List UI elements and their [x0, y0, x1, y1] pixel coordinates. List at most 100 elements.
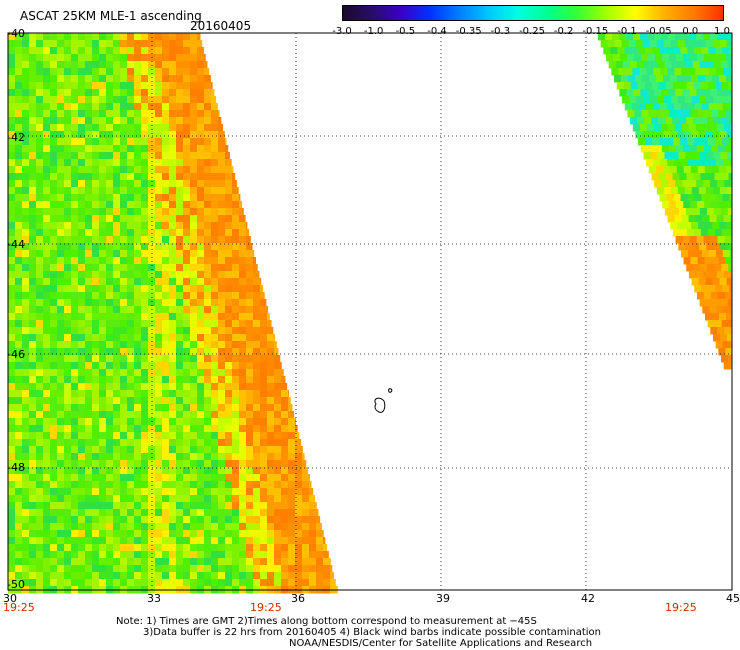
data-cell	[267, 418, 275, 426]
data-cell	[120, 159, 128, 167]
data-cell	[246, 222, 248, 230]
data-cell	[169, 509, 177, 517]
data-cell	[650, 152, 658, 160]
data-cell	[43, 432, 51, 440]
data-cell	[92, 481, 100, 489]
data-cell	[162, 579, 170, 587]
data-cell	[211, 327, 219, 335]
data-cell	[8, 208, 16, 216]
data-cell	[197, 502, 205, 510]
data-cell	[36, 544, 44, 552]
data-cell	[239, 481, 247, 489]
data-cell	[8, 327, 16, 335]
data-cell	[692, 243, 700, 251]
data-cell	[43, 40, 51, 48]
data-cell	[727, 334, 733, 342]
data-cell	[190, 306, 198, 314]
data-cell	[650, 61, 659, 69]
data-cell	[22, 152, 30, 160]
data-cell	[169, 278, 177, 286]
data-cell	[29, 341, 37, 349]
data-cell	[330, 579, 336, 587]
data-cell	[260, 355, 268, 363]
data-cell	[274, 579, 282, 587]
data-cell	[246, 411, 254, 419]
data-cell	[274, 502, 282, 510]
data-cell	[274, 355, 281, 363]
data-cell	[36, 96, 44, 104]
data-cell	[176, 362, 184, 370]
data-cell	[183, 117, 191, 125]
data-cell	[85, 397, 93, 405]
data-cell	[50, 334, 58, 342]
data-cell	[141, 509, 149, 517]
data-cell	[197, 516, 205, 524]
data-cell	[706, 61, 715, 69]
data-cell	[57, 565, 65, 573]
data-cell	[57, 488, 65, 496]
data-cell	[15, 369, 23, 377]
data-cell	[92, 453, 100, 461]
data-cell	[260, 432, 268, 440]
data-cell	[134, 579, 142, 587]
data-cell	[637, 117, 645, 125]
data-cell	[169, 222, 177, 230]
data-cell	[162, 257, 170, 265]
data-cell	[702, 159, 710, 167]
data-cell	[232, 481, 240, 489]
data-cell	[57, 551, 65, 559]
data-cell	[141, 236, 149, 244]
data-cell	[15, 285, 23, 293]
data-cell	[302, 460, 307, 468]
data-cell	[148, 152, 156, 160]
data-cell	[113, 187, 121, 195]
data-cell	[218, 467, 226, 475]
data-cell	[197, 201, 205, 209]
data-cell	[190, 68, 198, 76]
data-cell	[232, 376, 240, 384]
data-cell	[211, 502, 219, 510]
data-cell	[64, 40, 72, 48]
data-cell	[197, 236, 205, 244]
data-cell	[232, 201, 240, 209]
data-cell	[15, 453, 23, 461]
data-cell	[176, 271, 184, 279]
data-cell	[628, 40, 637, 48]
data-cell	[134, 201, 142, 209]
data-cell	[141, 138, 149, 146]
data-cell	[127, 131, 135, 139]
data-cell	[636, 96, 644, 104]
data-cell	[267, 558, 275, 566]
data-cell	[211, 320, 219, 328]
data-cell	[288, 411, 295, 419]
data-cell	[162, 89, 170, 97]
data-cell	[64, 299, 72, 307]
data-cell	[603, 47, 611, 55]
data-cell	[211, 313, 219, 321]
data-cell	[721, 82, 730, 90]
data-cell	[127, 236, 135, 244]
data-cell	[36, 152, 44, 160]
data-cell	[50, 47, 58, 55]
data-cell	[50, 481, 58, 489]
data-cell	[71, 369, 79, 377]
data-cell	[148, 285, 156, 293]
data-cell	[281, 474, 289, 482]
data-cell	[225, 257, 233, 265]
data-cell	[211, 152, 219, 160]
data-cell	[71, 138, 79, 146]
data-cell	[729, 47, 733, 55]
data-cell	[253, 334, 261, 342]
data-cell	[211, 292, 219, 300]
data-cell	[288, 572, 296, 580]
data-cell	[71, 537, 79, 545]
data-cell	[141, 152, 149, 160]
data-cell	[141, 243, 149, 251]
data-cell	[134, 544, 142, 552]
data-cell	[295, 474, 303, 482]
data-cell	[183, 145, 191, 153]
data-cell	[134, 355, 142, 363]
data-cell	[707, 173, 715, 181]
data-cell	[302, 488, 310, 496]
data-cell	[323, 565, 331, 573]
